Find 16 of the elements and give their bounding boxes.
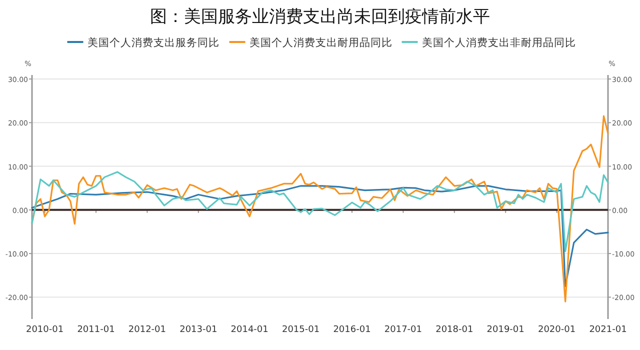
x-tick-label: 2021-01 xyxy=(589,325,627,335)
x-tick-label: 2017-01 xyxy=(384,325,422,335)
x-tick-label: 2013-01 xyxy=(180,325,218,335)
x-tick-label: 2016-01 xyxy=(333,325,371,335)
x-tick-label: 2014-01 xyxy=(230,325,268,335)
x-tick-label: 2018-01 xyxy=(436,325,474,335)
legend-label: 美国个人消费支出非耐用品同比 xyxy=(422,36,576,49)
x-tick-label: 2010-01 xyxy=(26,325,64,335)
x-tick-label: 2011-01 xyxy=(77,325,115,335)
x-tick-label: 2019-01 xyxy=(486,325,524,335)
x-tick-label: 2012-01 xyxy=(128,325,166,335)
legend-label: 美国个人消费支出服务同比 xyxy=(87,36,220,49)
legend-label: 美国个人消费支出耐用品同比 xyxy=(249,36,392,49)
x-tick-label: 2020-01 xyxy=(538,325,576,335)
chart-title: 图：美国服务业消费支出尚未回到疫情前水平 xyxy=(150,7,490,27)
x-tick-label: 2015-01 xyxy=(282,325,320,335)
